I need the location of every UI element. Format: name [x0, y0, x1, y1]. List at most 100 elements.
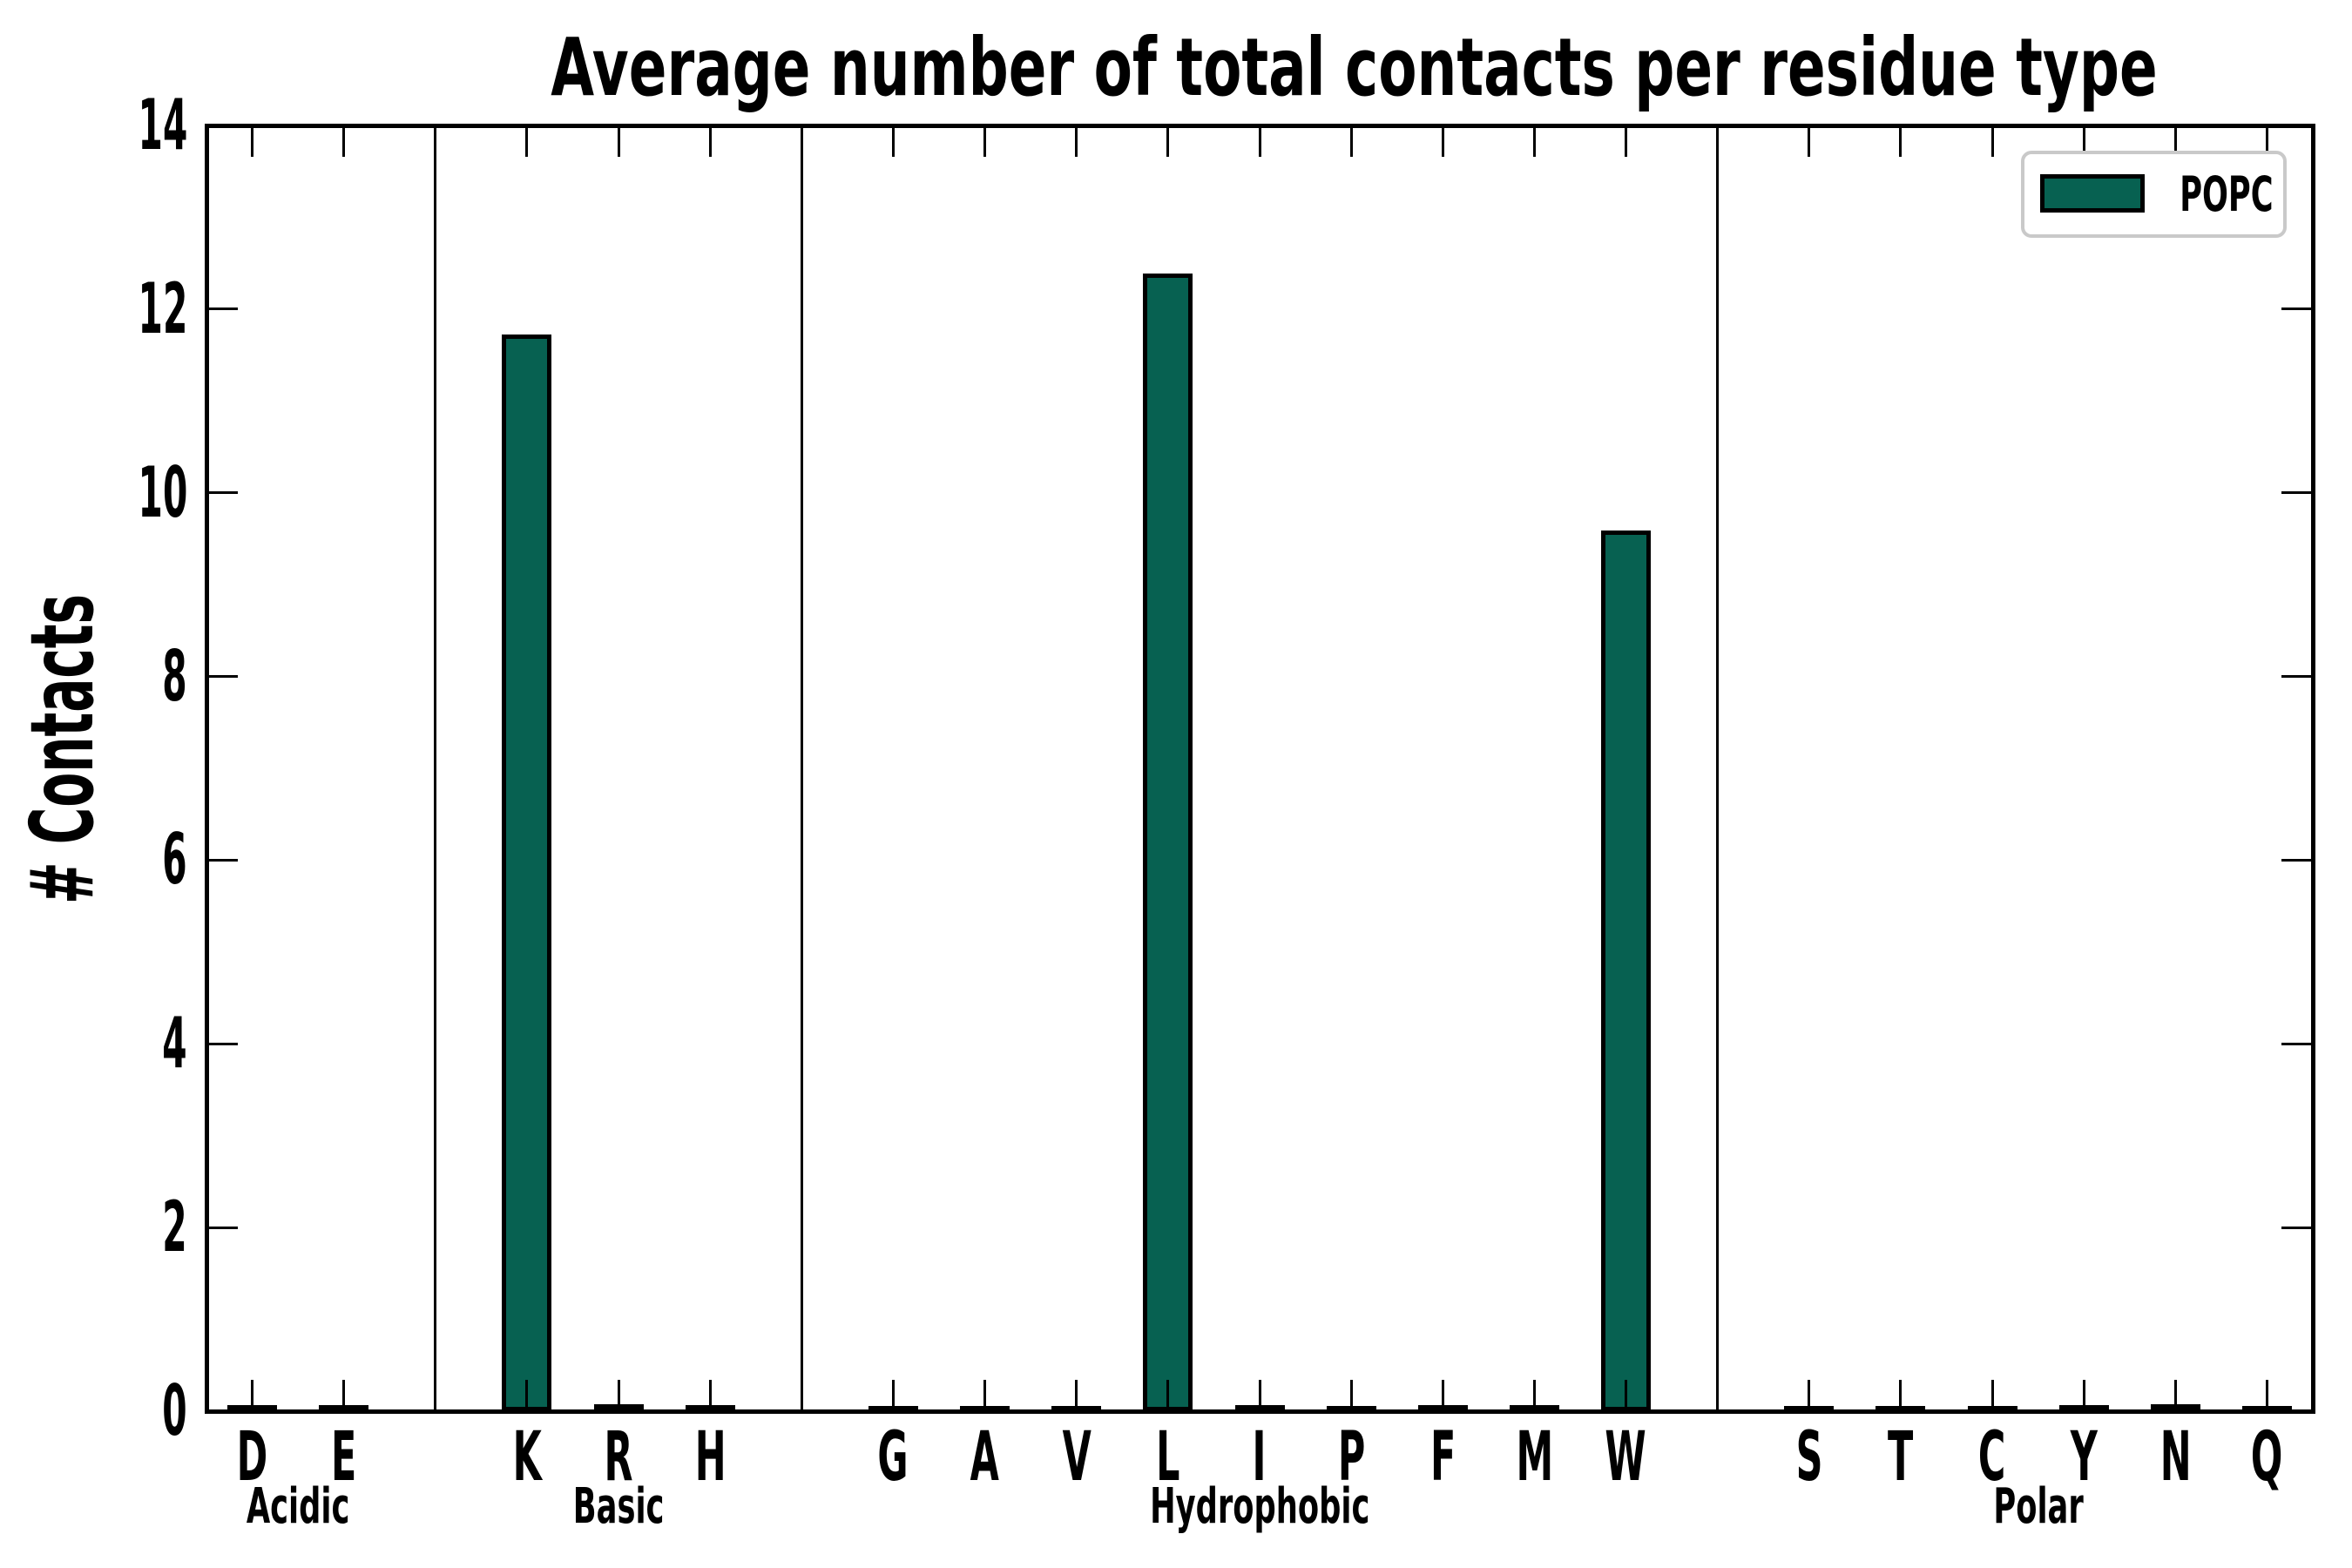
right-spine: [2310, 123, 2315, 1414]
y-tick-label-10: 10: [0, 457, 187, 528]
legend-label-text: POPC: [2180, 166, 2274, 222]
label-text: K: [512, 1418, 542, 1497]
label-text: M: [1516, 1418, 1553, 1497]
y-tick-left-2: [208, 1226, 238, 1229]
y-tick-label-6: 6: [0, 825, 187, 895]
x-tick-label-G: G: [828, 1423, 958, 1491]
label-text: 8: [162, 635, 187, 717]
label-text: L: [1156, 1418, 1180, 1497]
label-text: Basic: [572, 1478, 665, 1535]
x-tick-label-I: I: [1194, 1423, 1325, 1491]
x-tick-bottom-L: [1166, 1380, 1170, 1409]
x-tick-top-P: [1349, 127, 1353, 157]
label-text: 6: [162, 819, 187, 901]
x-tick-bottom-A: [983, 1380, 987, 1409]
left-spine: [204, 123, 209, 1414]
x-tick-label-D: D: [187, 1423, 318, 1491]
top-spine: [204, 123, 2315, 128]
label-text: H: [694, 1418, 727, 1497]
x-tick-bottom-W: [1625, 1380, 1628, 1409]
label-text: N: [2159, 1418, 2192, 1497]
label-text: 0: [162, 1370, 187, 1451]
label-text: V: [1062, 1418, 1092, 1497]
label-text: Y: [2070, 1418, 2098, 1497]
x-tick-bottom-G: [891, 1380, 895, 1409]
label-text: E: [331, 1418, 357, 1497]
label-text: R: [604, 1418, 633, 1497]
x-tick-top-A: [983, 127, 987, 157]
x-tick-label-H: H: [645, 1423, 775, 1491]
chart-title-text: Average number of total contacts per res…: [551, 21, 2158, 114]
y-tick-label-0: 0: [0, 1376, 187, 1446]
x-tick-top-Q: [2265, 127, 2268, 157]
x-tick-top-L: [1166, 127, 1170, 157]
x-tick-label-F: F: [1377, 1423, 1508, 1491]
x-tick-label-S: S: [1744, 1423, 1875, 1491]
y-tick-left-6: [208, 858, 238, 862]
group-label-acidic: Acidic: [124, 1481, 472, 1533]
group-separator-2: [1716, 125, 1720, 1411]
x-tick-top-M: [1532, 127, 1536, 157]
y-tick-right-4: [2281, 1042, 2311, 1045]
label-text: Q: [2251, 1418, 2283, 1497]
x-tick-bottom-S: [1808, 1380, 1811, 1409]
x-tick-bottom-D: [251, 1380, 254, 1409]
bar-W: [1601, 530, 1652, 1411]
y-tick-right-10: [2281, 491, 2311, 495]
label-text: G: [877, 1418, 909, 1497]
x-tick-top-D: [251, 127, 254, 157]
x-tick-label-K: K: [462, 1423, 592, 1491]
label-text: Polar: [1992, 1478, 2084, 1535]
label-text: 2: [162, 1186, 187, 1268]
y-tick-label-14: 14: [0, 91, 187, 160]
x-tick-label-C: C: [1927, 1423, 2058, 1491]
group-separator-0: [434, 125, 437, 1411]
x-tick-bottom-I: [1258, 1380, 1261, 1409]
label-text: 14: [138, 84, 187, 166]
x-tick-label-A: A: [920, 1423, 1051, 1491]
y-tick-left-4: [208, 1042, 238, 1045]
y-tick-left-8: [208, 675, 238, 679]
label-text: C: [1978, 1418, 2006, 1497]
x-tick-bottom-R: [617, 1380, 620, 1409]
y-tick-right-12: [2281, 308, 2311, 311]
legend-label: POPC: [2153, 154, 2278, 234]
label-text: Acidic: [246, 1478, 350, 1535]
x-tick-top-I: [1258, 127, 1261, 157]
x-tick-bottom-F: [1441, 1380, 1444, 1409]
x-tick-top-G: [891, 127, 895, 157]
y-tick-left-12: [208, 308, 238, 311]
x-tick-label-W: W: [1561, 1423, 1692, 1491]
x-tick-bottom-N: [2173, 1380, 2177, 1409]
label-text: I: [1253, 1418, 1267, 1497]
x-tick-top-R: [617, 127, 620, 157]
x-tick-label-T: T: [1835, 1423, 1966, 1491]
x-tick-top-E: [342, 127, 346, 157]
label-text: Hydrophobic: [1150, 1478, 1370, 1535]
x-tick-bottom-P: [1349, 1380, 1353, 1409]
x-tick-top-F: [1441, 127, 1444, 157]
y-tick-right-6: [2281, 858, 2311, 862]
label-text: D: [236, 1418, 268, 1497]
x-tick-top-Y: [2082, 127, 2085, 157]
label-text: W: [1605, 1418, 1647, 1497]
x-tick-bottom-Q: [2265, 1380, 2268, 1409]
x-tick-label-Q: Q: [2201, 1423, 2332, 1491]
x-tick-top-C: [1990, 127, 1994, 157]
x-tick-bottom-E: [342, 1380, 346, 1409]
x-tick-label-P: P: [1286, 1423, 1416, 1491]
group-label-hydrophobic: Hydrophobic: [1085, 1481, 1434, 1533]
x-tick-bottom-H: [708, 1380, 712, 1409]
x-tick-top-V: [1075, 127, 1078, 157]
x-tick-bottom-M: [1532, 1380, 1536, 1409]
x-tick-top-K: [525, 127, 529, 157]
x-tick-label-V: V: [1011, 1423, 1142, 1491]
x-tick-top-N: [2173, 127, 2177, 157]
group-separator-1: [800, 125, 803, 1411]
y-tick-label-4: 4: [0, 1009, 187, 1078]
x-tick-top-T: [1899, 127, 1903, 157]
